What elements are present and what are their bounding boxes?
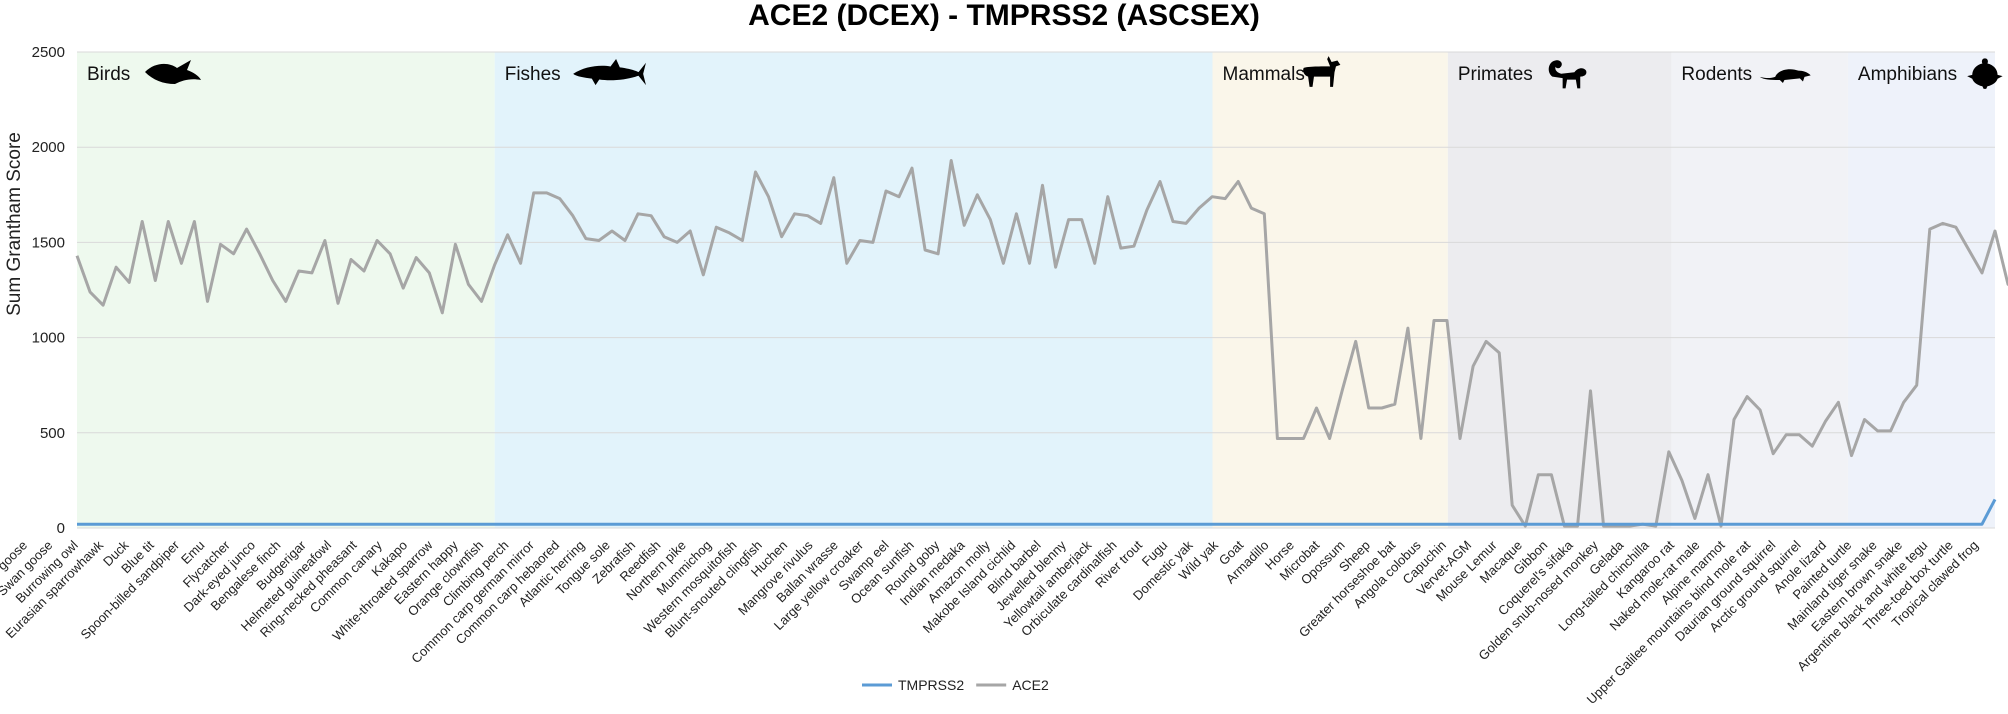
chart-title: ACE2 (DCEX) - TMPRSS2 (ASCSEX): [748, 0, 1260, 32]
legend: TMPRSS2 ACE2: [862, 677, 1049, 693]
y-tick-label: 1000: [32, 330, 65, 347]
group-label-rodents: Rodents: [1681, 64, 1752, 85]
y-tick-label: 0: [57, 520, 65, 537]
group-band-fishes: [494, 52, 1213, 528]
group-label-fishes: Fishes: [505, 64, 561, 85]
y-tick-label: 2000: [32, 139, 65, 156]
group-band-primates: [1447, 52, 1672, 528]
series-line-tmprss2: [77, 498, 1997, 526]
legend-label-tmprss2: TMPRSS2: [898, 677, 964, 693]
group-label-mammals: Mammals: [1223, 64, 1305, 85]
group-label-amphibians: Amphibians: [1858, 64, 1957, 85]
group-label-birds: Birds: [87, 64, 130, 85]
group-band-amphibians: [1847, 52, 1995, 528]
y-tick-label: 1500: [32, 234, 65, 251]
legend-label-ace2: ACE2: [1012, 677, 1049, 693]
group-band-mammals: [1212, 52, 1448, 528]
y-tick-label: 500: [40, 425, 65, 442]
group-band-birds: [77, 52, 495, 528]
group-band-rodents: [1671, 52, 1848, 528]
series-line-ace2: [75, 159, 2008, 528]
y-tick-label: 2500: [32, 44, 65, 61]
y-axis-label: Sum Grantham Score: [4, 132, 25, 316]
group-label-primates: Primates: [1458, 64, 1533, 85]
